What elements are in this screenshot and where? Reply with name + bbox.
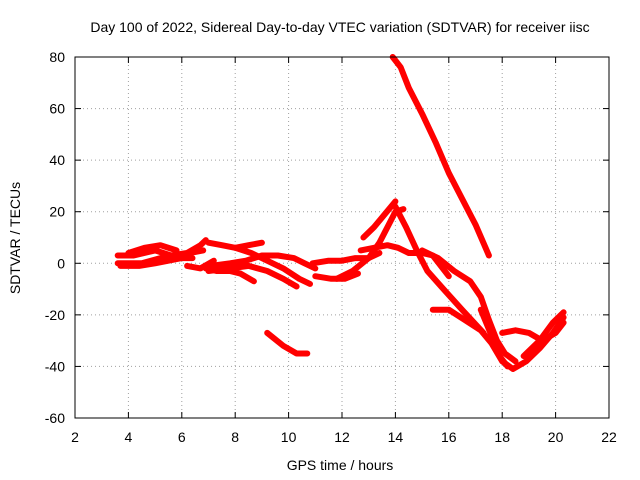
y-tick-label: 20 xyxy=(49,204,65,220)
series-line-16 xyxy=(357,242,452,280)
x-tick-label: 2 xyxy=(71,429,79,445)
series-line-23 xyxy=(520,309,567,360)
y-tick-label: 80 xyxy=(49,49,65,65)
x-axis-label: GPS time / hours xyxy=(287,457,394,473)
y-tick-label: 0 xyxy=(57,255,65,271)
x-tick-label: 20 xyxy=(548,429,564,445)
x-tick-label: 16 xyxy=(441,429,457,445)
x-tick-label: 8 xyxy=(231,429,239,445)
x-tick-label: 22 xyxy=(601,429,617,445)
series-line-19 xyxy=(419,247,519,365)
grid xyxy=(75,57,609,418)
series-line-9 xyxy=(232,244,313,287)
y-tick-labels: -60 -40 -20 0 20 40 60 80 xyxy=(45,49,65,426)
x-tick-label: 14 xyxy=(388,429,404,445)
series-line-22 xyxy=(499,319,567,344)
y-tick-label: -60 xyxy=(45,410,65,426)
series-line-17 xyxy=(392,203,487,336)
data-series xyxy=(114,54,567,372)
x-tick-label: 4 xyxy=(125,429,133,445)
y-tick-label: -20 xyxy=(45,307,65,323)
chart-title: Day 100 of 2022, Sidereal Day-to-day VTE… xyxy=(90,19,589,35)
series-line-10 xyxy=(184,257,217,272)
series-line-15 xyxy=(360,198,399,241)
y-axis-label: SDTVAR / TECUs xyxy=(7,182,23,294)
series-line-11 xyxy=(264,329,311,357)
x-tick-label: 18 xyxy=(494,429,510,445)
series-line-21 xyxy=(477,306,511,370)
x-tick-label: 10 xyxy=(281,429,297,445)
y-tick-label: 40 xyxy=(49,152,65,168)
x-tick-labels: 2 4 6 8 10 12 14 16 18 20 22 xyxy=(71,429,617,445)
series-line-18 xyxy=(389,54,492,259)
series-line-4 xyxy=(125,242,180,256)
y-tick-label: 60 xyxy=(49,101,65,117)
x-tick-label: 12 xyxy=(334,429,350,445)
series-line-8 xyxy=(202,265,257,285)
plot-frame xyxy=(74,56,610,419)
x-tick-label: 6 xyxy=(178,429,186,445)
series-line-3 xyxy=(117,255,196,269)
y-tick-label: -40 xyxy=(45,358,65,374)
series-line-6 xyxy=(208,252,319,272)
